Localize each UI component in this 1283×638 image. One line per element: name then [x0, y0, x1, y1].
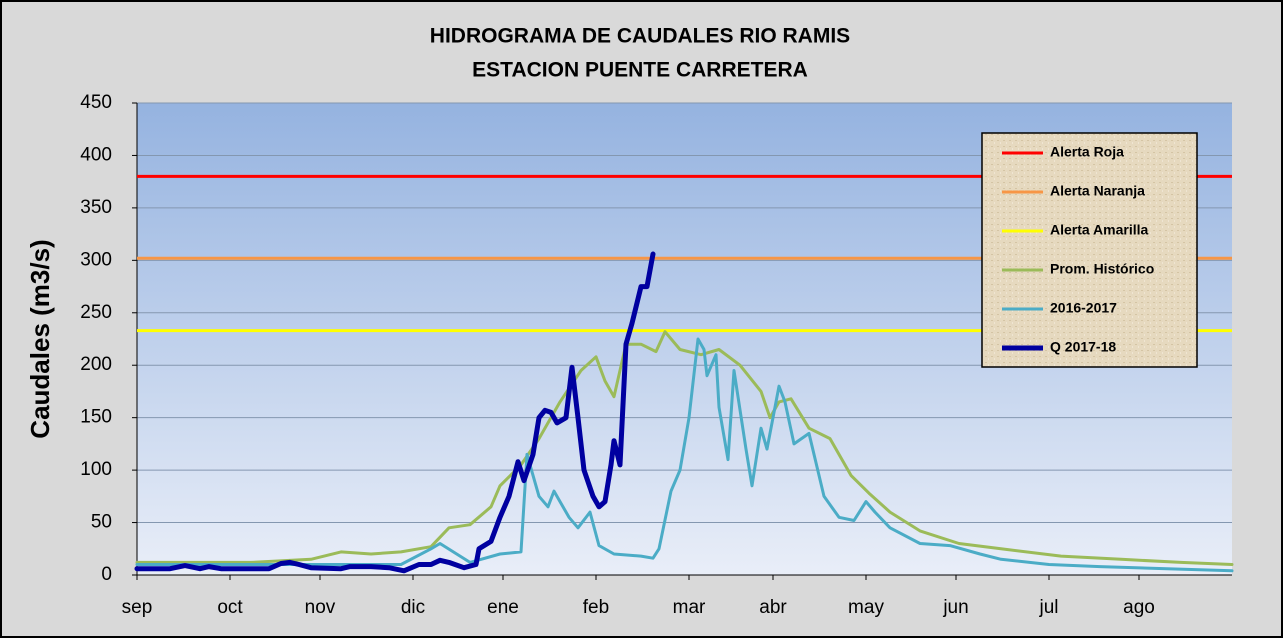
- chart-title: HIDROGRAMA DE CAUDALES RIO RAMIS: [430, 25, 850, 48]
- x-tick-label: ene: [487, 597, 519, 618]
- x-tick-label: mar: [673, 597, 706, 618]
- legend-label: Alerta Naranja: [1050, 183, 1145, 199]
- y-tick-label: 250: [80, 302, 112, 323]
- x-tick-label: nov: [305, 597, 336, 618]
- legend-label: Alerta Amarilla: [1050, 222, 1149, 238]
- y-tick-label: 0: [101, 564, 112, 585]
- chart-subtitle: ESTACION PUENTE CARRETERA: [472, 59, 808, 82]
- series-line: [134, 251, 656, 574]
- x-tick-label: ago: [1123, 597, 1155, 618]
- legend-label: Alerta Roja: [1050, 144, 1124, 160]
- legend-label: 2016-2017: [1050, 300, 1117, 316]
- x-tick-label: jul: [1038, 597, 1058, 618]
- x-tick-label: abr: [759, 597, 787, 618]
- series-line: [135, 330, 1234, 566]
- x-tick-label: dic: [401, 597, 425, 618]
- y-tick-label: 400: [80, 144, 112, 165]
- legend-label: Prom. Histórico: [1050, 261, 1154, 277]
- y-tick-label: 300: [80, 249, 112, 270]
- x-tick-label: feb: [583, 597, 609, 618]
- legend: Alerta Roja Alerta Naranja Alerta Amarilla…: [981, 132, 1198, 368]
- y-tick-label: 350: [80, 197, 112, 218]
- y-tick-label: 100: [80, 459, 112, 480]
- series-line: [135, 337, 1234, 573]
- x-tick-label: may: [848, 597, 884, 618]
- y-tick-label: 450: [80, 92, 112, 113]
- legend-box: [981, 132, 1198, 368]
- y-tick-label: 200: [80, 354, 112, 375]
- y-tick-label: 50: [91, 512, 112, 533]
- x-tick-label: oct: [217, 597, 243, 618]
- x-tick-label: jun: [942, 597, 968, 618]
- x-tick-label: sep: [122, 597, 153, 618]
- y-axis-label: Caudales (m3/s): [25, 239, 55, 438]
- legend-label: Q 2017-18: [1050, 339, 1116, 355]
- y-tick-label: 150: [80, 407, 112, 428]
